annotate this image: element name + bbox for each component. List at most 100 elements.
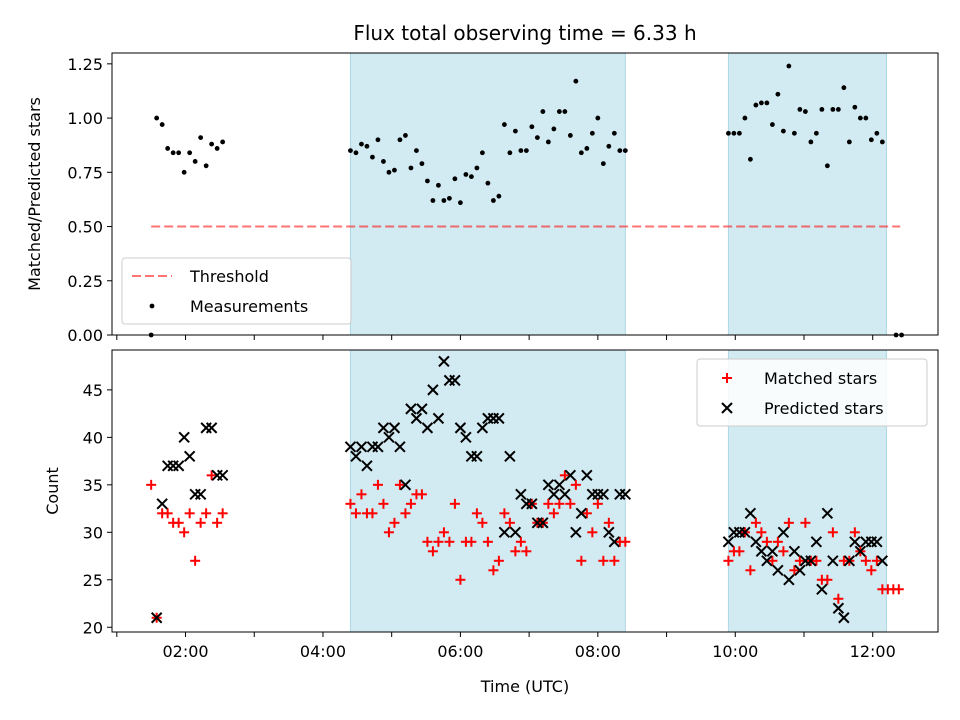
matched-star-point [761, 536, 772, 547]
measurement-point [562, 109, 568, 114]
x-tick-label: 02:00 [162, 642, 208, 661]
predicted-star-point [876, 555, 889, 567]
measurement-point [220, 139, 226, 145]
matched-star-point [367, 508, 378, 519]
matched-star-point [162, 508, 173, 519]
measurement-point [573, 78, 579, 84]
matched-star-point [504, 517, 515, 528]
matched-star-point [789, 565, 800, 576]
matched-star-point [372, 479, 383, 490]
predicted-star-point [438, 355, 450, 368]
matched-star-point [603, 517, 614, 528]
measurement-point [154, 115, 160, 121]
measurement-point [863, 115, 869, 121]
predicted-star-point [581, 469, 593, 482]
measurement-point [786, 63, 792, 69]
measurement-point [600, 161, 606, 167]
predicted-star-point [548, 488, 560, 501]
measurement-point [159, 122, 165, 127]
matched-star-point [195, 517, 206, 528]
predicted-star-point [355, 441, 368, 453]
matched-star-point [581, 508, 592, 519]
bottom-legend: Matched stars Predicted stars [696, 358, 928, 427]
matched-star-point [493, 555, 504, 566]
bottom-y-tick-label: 40 [83, 428, 103, 447]
predicted-star-point [619, 488, 632, 501]
measurement-point [496, 193, 502, 199]
matched-star-point [587, 527, 598, 538]
predicted-star-point [608, 536, 621, 548]
measurement-point [198, 135, 204, 141]
legend-predicted-swatch [721, 402, 733, 414]
matched-star-point [772, 536, 783, 547]
predicted-star-point [183, 450, 196, 463]
top-shaded-span-1 [727, 52, 887, 336]
matched-star-point [455, 574, 466, 585]
top-y-ticks: 0.00 0.25 0.50 0.75 1.00 1.25 [67, 55, 112, 345]
matched-star-point [543, 498, 554, 509]
top-y-tick-label: 0.00 [67, 326, 103, 345]
matched-star-point [444, 536, 455, 547]
predicted-star-point [766, 545, 779, 558]
measurement-point [584, 146, 590, 151]
measurement-point [758, 100, 764, 106]
matched-star-point [345, 498, 356, 509]
matched-star-point [734, 546, 745, 557]
top-axes-frame [111, 52, 939, 336]
matched-star-point [510, 546, 521, 557]
matched-star-point [383, 527, 394, 538]
legend-measurements-swatch [149, 303, 155, 309]
measurement-point [348, 148, 353, 154]
measurement-point [375, 137, 381, 143]
matched-star-point [356, 489, 367, 500]
matched-star-point [184, 508, 195, 519]
matched-stars-series [146, 470, 904, 623]
predicted-star-point [460, 431, 472, 444]
matched-star-point [400, 508, 411, 519]
measurement-point [879, 139, 885, 145]
x-axis-label: Time (UTC) [480, 677, 569, 696]
measurement-point [578, 150, 584, 156]
top-y-tick-label: 0.50 [67, 218, 103, 237]
predicted-star-point [570, 526, 582, 539]
measurement-point [874, 130, 880, 136]
measurement-point [529, 124, 535, 130]
predicted-star-point [777, 526, 790, 539]
measurement-point [176, 150, 182, 156]
predicted-star-point [156, 498, 168, 510]
predicted-star-point [509, 526, 522, 539]
matched-star-point [438, 527, 449, 538]
measurement-point [507, 150, 513, 156]
measurement-point [474, 165, 480, 171]
matched-star-point [173, 517, 184, 528]
measurement-point [512, 128, 518, 134]
matched-star-point [548, 508, 559, 519]
measurement-point [441, 198, 447, 203]
predicted-star-point [603, 526, 615, 539]
matched-star-point [466, 536, 477, 547]
measurement-point [463, 172, 469, 177]
predicted-star-point [427, 384, 439, 396]
matched-star-point [477, 517, 488, 528]
matched-star-point [598, 555, 609, 566]
measurement-point [170, 150, 176, 156]
matched-star-point [800, 517, 811, 528]
measurements-series [148, 63, 904, 338]
predicted-star-point [761, 555, 773, 567]
measurement-point [214, 146, 220, 151]
predicted-star-point [178, 431, 190, 444]
measurement-point [518, 148, 524, 154]
predicted-star-point [493, 412, 505, 425]
matched-star-point [217, 508, 228, 519]
predicted-star-point [399, 479, 412, 491]
measurement-point [501, 122, 507, 127]
top-y-axis-label: Matched/Predicted stars [25, 97, 44, 291]
measurement-point [791, 130, 797, 136]
predicted-star-point [755, 545, 768, 558]
measurement-point [447, 195, 452, 201]
matched-star-point [179, 527, 190, 538]
predicted-star-point [205, 422, 218, 434]
predicted-star-point [526, 498, 538, 510]
matched-star-point [416, 489, 427, 500]
